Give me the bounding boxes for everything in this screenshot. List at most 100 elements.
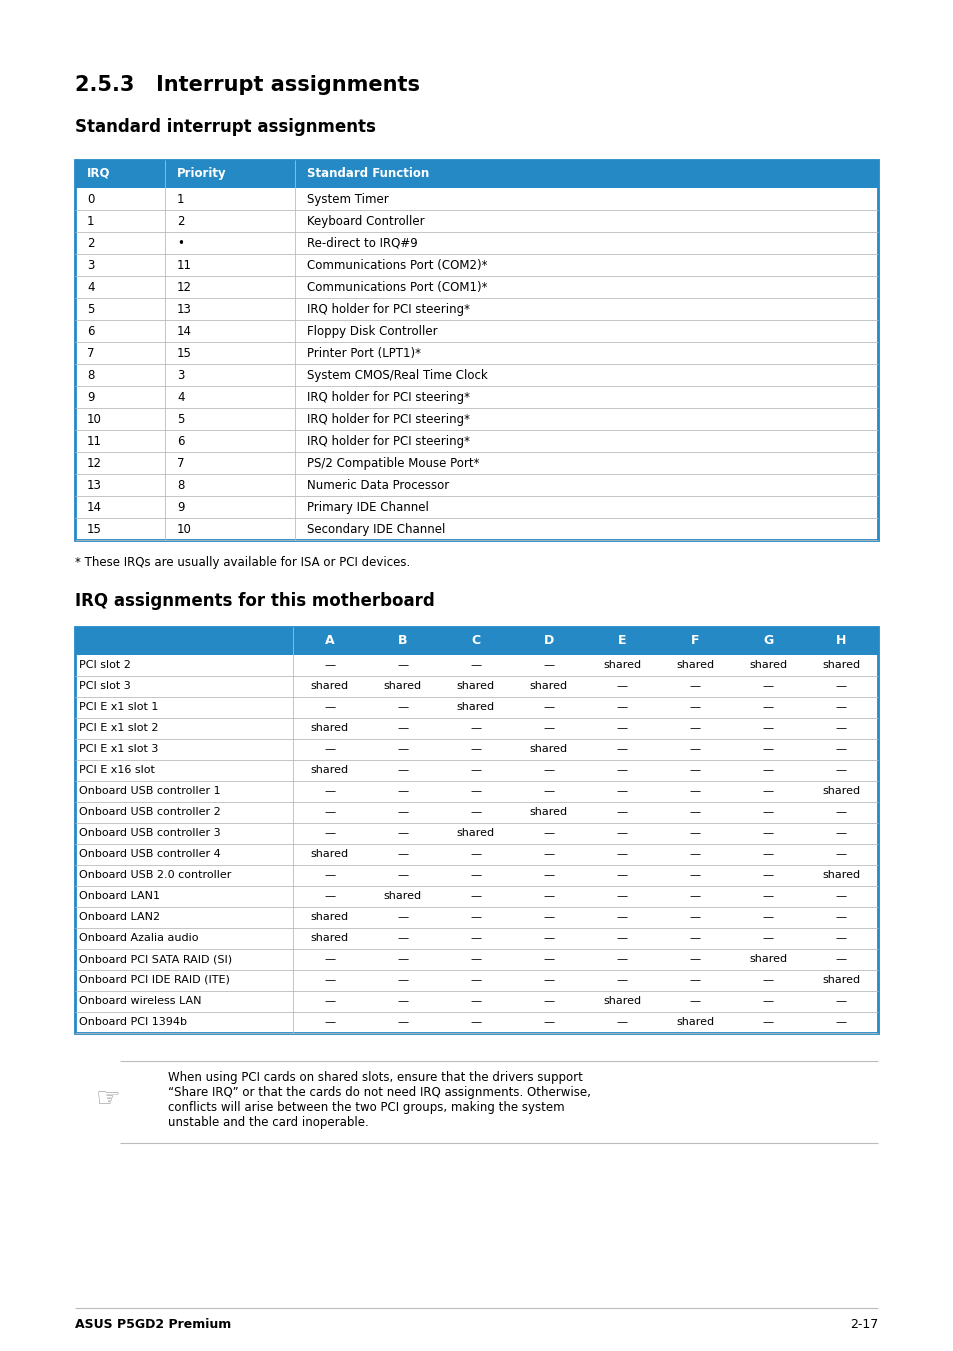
- Text: shared: shared: [676, 1017, 714, 1027]
- Text: Onboard USB 2.0 controller: Onboard USB 2.0 controller: [79, 870, 232, 880]
- Bar: [75, 627, 877, 1034]
- Text: Onboard Azalia audio: Onboard Azalia audio: [79, 934, 198, 943]
- Text: —: —: [616, 954, 627, 965]
- Text: F: F: [690, 634, 699, 647]
- Text: —: —: [835, 744, 846, 754]
- Bar: [75, 627, 877, 655]
- Text: C: C: [471, 634, 480, 647]
- Text: —: —: [616, 681, 627, 690]
- Text: Communications Port (COM2)*: Communications Port (COM2)*: [307, 259, 487, 272]
- Text: —: —: [689, 765, 700, 775]
- Text: —: —: [396, 661, 408, 670]
- Text: When using PCI cards on shared slots, ensure that the drivers support
“Share IRQ: When using PCI cards on shared slots, en…: [168, 1071, 590, 1129]
- Text: —: —: [396, 870, 408, 880]
- Text: 6: 6: [177, 435, 184, 449]
- Text: —: —: [689, 870, 700, 880]
- Text: shared: shared: [310, 848, 348, 859]
- Text: —: —: [689, 934, 700, 943]
- Text: —: —: [762, 703, 773, 712]
- Text: —: —: [689, 996, 700, 1006]
- Text: Onboard USB controller 1: Onboard USB controller 1: [79, 786, 220, 796]
- Text: —: —: [616, 870, 627, 880]
- Text: —: —: [616, 723, 627, 734]
- Text: 2-17: 2-17: [849, 1319, 877, 1331]
- Text: D: D: [543, 634, 554, 647]
- Text: PCI slot 3: PCI slot 3: [79, 681, 131, 690]
- Text: —: —: [470, 723, 481, 734]
- Text: IRQ holder for PCI steering*: IRQ holder for PCI steering*: [307, 303, 470, 316]
- Text: —: —: [616, 828, 627, 838]
- Text: —: —: [762, 934, 773, 943]
- Text: shared: shared: [456, 681, 495, 690]
- Text: —: —: [543, 892, 554, 901]
- Text: —: —: [689, 954, 700, 965]
- Text: —: —: [543, 723, 554, 734]
- Text: shared: shared: [529, 807, 567, 817]
- Text: 8: 8: [87, 369, 94, 382]
- Text: —: —: [616, 807, 627, 817]
- Text: Floppy Disk Controller: Floppy Disk Controller: [307, 326, 437, 338]
- Text: G: G: [762, 634, 773, 647]
- Text: Primary IDE Channel: Primary IDE Channel: [307, 501, 429, 513]
- Text: —: —: [762, 848, 773, 859]
- Text: —: —: [396, 912, 408, 921]
- Text: PCI E x1 slot 3: PCI E x1 slot 3: [79, 744, 158, 754]
- Text: A: A: [324, 634, 334, 647]
- Text: —: —: [689, 975, 700, 985]
- Text: 1: 1: [177, 193, 184, 205]
- Text: shared: shared: [529, 681, 567, 690]
- Text: 12: 12: [87, 457, 102, 470]
- Text: —: —: [689, 744, 700, 754]
- Text: H: H: [836, 634, 845, 647]
- Text: —: —: [762, 828, 773, 838]
- Text: Onboard LAN2: Onboard LAN2: [79, 912, 160, 921]
- Text: 4: 4: [87, 281, 94, 295]
- Text: shared: shared: [310, 765, 348, 775]
- Text: —: —: [396, 703, 408, 712]
- Text: 15: 15: [177, 347, 192, 359]
- Text: —: —: [762, 975, 773, 985]
- Text: —: —: [616, 934, 627, 943]
- Text: shared: shared: [310, 723, 348, 734]
- Text: shared: shared: [821, 975, 860, 985]
- Text: —: —: [470, 870, 481, 880]
- Text: —: —: [324, 703, 335, 712]
- Text: System Timer: System Timer: [307, 193, 388, 205]
- Text: Standard Function: Standard Function: [307, 168, 429, 180]
- Text: —: —: [689, 723, 700, 734]
- Text: —: —: [835, 934, 846, 943]
- Text: 7: 7: [177, 457, 184, 470]
- Text: —: —: [324, 661, 335, 670]
- Text: IRQ holder for PCI steering*: IRQ holder for PCI steering*: [307, 435, 470, 449]
- Bar: [75, 159, 877, 188]
- Text: —: —: [324, 1017, 335, 1027]
- Text: —: —: [324, 807, 335, 817]
- Text: —: —: [470, 912, 481, 921]
- Bar: [75, 159, 877, 540]
- Text: Onboard USB controller 2: Onboard USB controller 2: [79, 807, 220, 817]
- Text: shared: shared: [456, 703, 495, 712]
- Text: —: —: [616, 975, 627, 985]
- Text: —: —: [324, 786, 335, 796]
- Text: —: —: [762, 892, 773, 901]
- Text: —: —: [543, 786, 554, 796]
- Text: —: —: [835, 681, 846, 690]
- Text: shared: shared: [748, 661, 786, 670]
- Text: Onboard PCI 1394b: Onboard PCI 1394b: [79, 1017, 187, 1027]
- Text: —: —: [396, 975, 408, 985]
- Text: Onboard LAN1: Onboard LAN1: [79, 892, 160, 901]
- Text: —: —: [689, 703, 700, 712]
- Text: —: —: [689, 828, 700, 838]
- Text: —: —: [396, 954, 408, 965]
- Text: 9: 9: [177, 501, 184, 513]
- Text: —: —: [396, 786, 408, 796]
- Text: 13: 13: [177, 303, 192, 316]
- Text: —: —: [543, 848, 554, 859]
- Text: shared: shared: [748, 954, 786, 965]
- Text: IRQ: IRQ: [87, 168, 111, 180]
- Text: •: •: [177, 236, 184, 250]
- Text: —: —: [396, 848, 408, 859]
- Text: —: —: [324, 996, 335, 1006]
- Text: shared: shared: [602, 996, 640, 1006]
- Text: —: —: [396, 828, 408, 838]
